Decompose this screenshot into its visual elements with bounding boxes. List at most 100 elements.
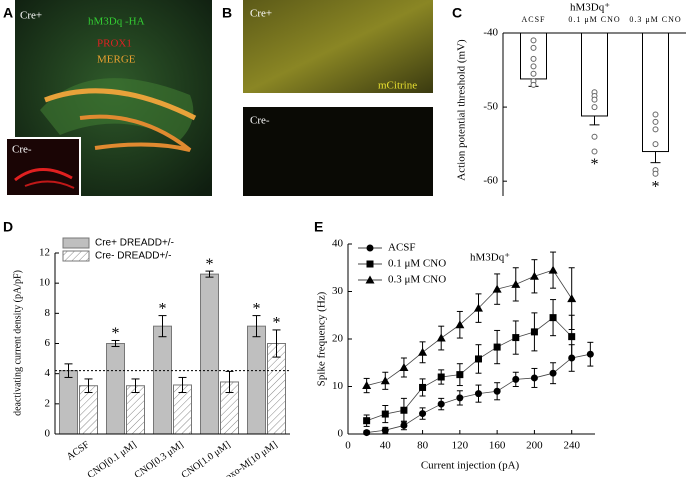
y-tick-label: 40 xyxy=(332,238,344,250)
y-tick-label: 12 xyxy=(39,247,50,259)
x-tick-label: 240 xyxy=(563,440,580,452)
legend-swatch xyxy=(62,237,90,249)
marker xyxy=(511,279,521,288)
significance: * xyxy=(591,156,599,173)
legend-label: 0.1 μM CNO xyxy=(388,258,446,270)
panel-label: A xyxy=(3,5,13,21)
data-point xyxy=(530,70,537,77)
legend-marker xyxy=(365,275,375,284)
y-tick-label: 20 xyxy=(332,333,344,345)
x-tick-label: 120 xyxy=(452,440,469,452)
data-point xyxy=(530,63,537,70)
category-label: ACSF xyxy=(521,15,545,24)
series-line xyxy=(366,269,573,386)
image-text: hM3Dq -HA xyxy=(88,16,145,28)
marker xyxy=(437,400,445,408)
legend-label: Cre+ DREADD+/- xyxy=(95,238,174,249)
panel-label: B xyxy=(222,5,232,21)
marker xyxy=(474,390,482,398)
marker xyxy=(512,375,520,383)
significance: * xyxy=(253,300,261,317)
category-label: oxo-M[10 μM] xyxy=(224,439,280,477)
bar xyxy=(106,343,125,435)
y-tick-label: 4 xyxy=(45,367,51,379)
image-text: mCitrine xyxy=(378,80,417,92)
x-tick-label: 80 xyxy=(417,440,429,452)
legend-swatch xyxy=(62,250,90,262)
marker xyxy=(436,333,446,342)
legend-marker xyxy=(366,260,374,268)
data-point xyxy=(591,133,598,140)
inset-layer xyxy=(14,168,73,182)
data-point xyxy=(530,55,537,62)
x-tick-label: 40 xyxy=(380,440,392,452)
y-tick-label: -60 xyxy=(483,175,498,187)
y-tick-label: -50 xyxy=(483,101,498,113)
y-axis-label: Spike frequency (Hz) xyxy=(316,291,328,386)
inset-layer xyxy=(24,180,75,189)
marker xyxy=(474,355,482,363)
data-point xyxy=(530,81,537,88)
marker xyxy=(567,294,577,303)
marker xyxy=(400,406,408,414)
bar xyxy=(247,325,266,435)
y-tick-label: 6 xyxy=(45,337,51,349)
image-text: Cre- xyxy=(250,115,270,127)
y-axis-label: deactivating current density (pA/pF) xyxy=(12,270,23,416)
data-point xyxy=(652,118,659,125)
significance: * xyxy=(652,178,660,195)
inset xyxy=(5,137,81,197)
y-tick-label: 10 xyxy=(332,380,344,392)
marker xyxy=(492,284,502,293)
y-tick-label: 8 xyxy=(45,307,51,319)
image-text: PROX1 xyxy=(97,38,132,50)
marker xyxy=(548,265,558,274)
category-label: CNO[1.0 μM] xyxy=(180,439,233,477)
marker xyxy=(437,373,445,381)
chart-title: hM3Dq⁺ xyxy=(470,252,510,264)
marker xyxy=(473,303,483,312)
marker xyxy=(530,374,538,382)
data-point xyxy=(530,44,537,51)
y-tick-label: 10 xyxy=(39,277,51,289)
marker xyxy=(549,369,557,377)
data-point xyxy=(591,96,598,103)
legend-label: ACSF xyxy=(388,242,416,254)
significance: * xyxy=(159,300,167,317)
legend-label: Cre- DREADD+/- xyxy=(95,251,171,262)
significance: * xyxy=(112,325,120,342)
marker xyxy=(493,387,501,395)
category-label: CNO[0.1 μM] xyxy=(86,439,139,477)
bar xyxy=(200,273,219,435)
micrograph xyxy=(243,0,433,93)
panel-label: D xyxy=(3,219,13,235)
y-tick-label: 2 xyxy=(45,397,51,409)
bar xyxy=(642,32,669,153)
marker xyxy=(456,394,464,402)
legend-label: 0.3 μM CNO xyxy=(388,274,446,286)
category-label: ACSF xyxy=(65,439,92,463)
significance: * xyxy=(206,256,214,273)
marker xyxy=(568,333,576,341)
bar xyxy=(581,32,608,117)
data-point xyxy=(652,126,659,133)
data-point xyxy=(652,141,659,148)
marker xyxy=(363,417,371,425)
series-line xyxy=(366,317,572,422)
marker xyxy=(400,421,408,429)
marker xyxy=(363,429,371,437)
data-point xyxy=(591,148,598,155)
marker xyxy=(530,328,538,336)
marker xyxy=(455,320,465,329)
image-text: Cre+ xyxy=(250,8,272,20)
category-label: CNO[0.3 μM] xyxy=(133,439,186,477)
marker xyxy=(418,347,428,356)
x-axis-label: Current injection (pA) xyxy=(421,460,520,472)
chart-title: hM3Dq⁺ xyxy=(570,2,610,14)
x-tick-label: 0 xyxy=(345,440,351,452)
bar xyxy=(59,370,78,435)
marker xyxy=(381,410,389,418)
marker xyxy=(512,334,520,342)
